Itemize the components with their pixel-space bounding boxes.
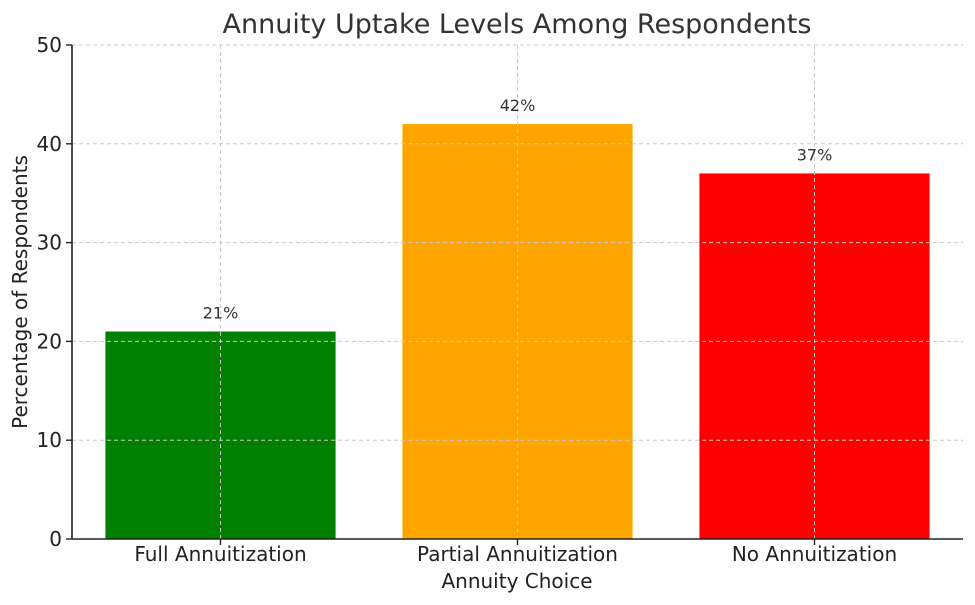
x-tick-label: No Annuitization	[732, 542, 897, 566]
y-tick-label: 30	[37, 231, 62, 255]
y-tick-label: 20	[37, 329, 62, 353]
data-label: 21%	[203, 304, 239, 323]
chart-title: Annuity Uptake Levels Among Respondents	[223, 9, 812, 40]
y-tick-label: 40	[37, 132, 62, 156]
y-tick-label: 10	[37, 428, 62, 452]
x-tick-label: Partial Annuitization	[417, 542, 618, 566]
data-label: 42%	[500, 96, 536, 115]
x-axis-label: Annuity Choice	[441, 569, 592, 593]
data-labels: 21% 42% 37%	[203, 96, 833, 322]
x-tick-label: Full Annuitization	[134, 542, 306, 566]
y-tick-label: 0	[49, 527, 62, 551]
data-label: 37%	[797, 145, 833, 164]
y-tick-label: 50	[37, 33, 62, 57]
bar	[105, 331, 336, 539]
grid-lines	[72, 44, 963, 539]
x-ticks: Full Annuitization Partial Annuitization N…	[134, 539, 897, 566]
y-axis-label: Percentage of Respondents	[8, 155, 32, 429]
y-ticks: 0 10 20 30 40 50	[37, 33, 72, 551]
